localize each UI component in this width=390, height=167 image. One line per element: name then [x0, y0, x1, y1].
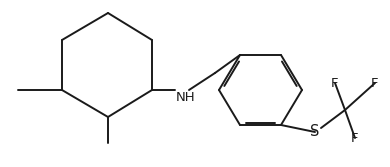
Text: F: F [331, 76, 339, 90]
Text: F: F [351, 131, 359, 144]
Text: F: F [371, 76, 379, 90]
Text: S: S [310, 125, 320, 139]
Text: NH: NH [176, 91, 196, 104]
